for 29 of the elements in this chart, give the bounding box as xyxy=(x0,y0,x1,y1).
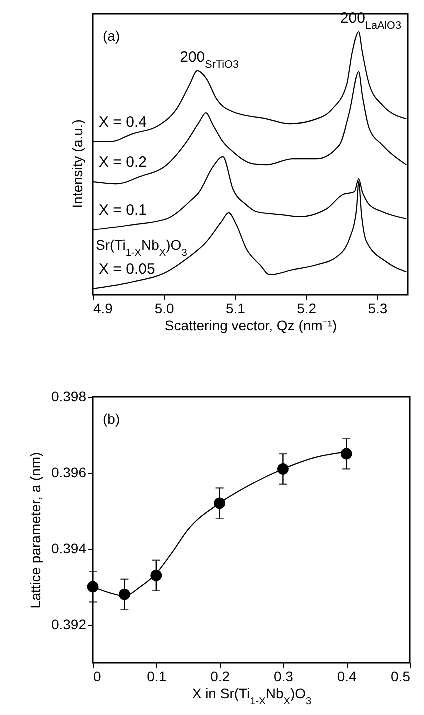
series-label: X = 0.2 xyxy=(99,154,147,171)
annotation: Sr(Ti$_{1-X}$Nb$_{X}$)O$_{3}$ xyxy=(96,237,188,258)
y-tick-label: 0.394 xyxy=(51,540,87,556)
x-tick-label: 4.9 xyxy=(94,300,114,316)
series-label: X = 0.4 xyxy=(99,114,147,131)
point xyxy=(87,581,99,593)
x-tick-label: 5.0 xyxy=(154,300,175,316)
x-tick-label: 0.4 xyxy=(337,668,358,684)
series-label: X = 0.05 xyxy=(99,260,156,278)
x-tick-label: 5.2 xyxy=(297,300,317,316)
x-tick-label: 0.5 xyxy=(391,668,411,684)
x-tick-label: 5.1 xyxy=(226,300,246,316)
x-tick-label: 0 xyxy=(94,668,102,684)
x-tick-label: 0.3 xyxy=(274,668,294,684)
x-tick-label: 5.3 xyxy=(368,300,388,316)
annotation: (b) xyxy=(103,411,120,427)
x-tick-label: 0.1 xyxy=(147,668,167,684)
annotation: (a) xyxy=(103,28,120,44)
y-tick-label: 0.392 xyxy=(51,616,87,632)
y-tick-label: 0.398 xyxy=(51,388,87,404)
y-axis-title: Intensity (a.u.) xyxy=(70,120,86,208)
x-axis-title: X in Sr(Ti$_{1-X}$Nb$_{X}$)O$_{3}$ xyxy=(192,686,312,707)
x-tick-label: 0.2 xyxy=(210,668,230,684)
series-label: X = 0.1 xyxy=(99,202,147,220)
annotation: 200$_{SrTiO3}$ xyxy=(180,48,239,71)
point xyxy=(340,448,352,460)
y-axis-title: Lattice parameter, a (nm) xyxy=(27,452,44,609)
y-tick-label: 0.396 xyxy=(51,464,87,480)
x-axis-title: Scattering vector, Qz (nm⁻¹) xyxy=(164,318,338,334)
